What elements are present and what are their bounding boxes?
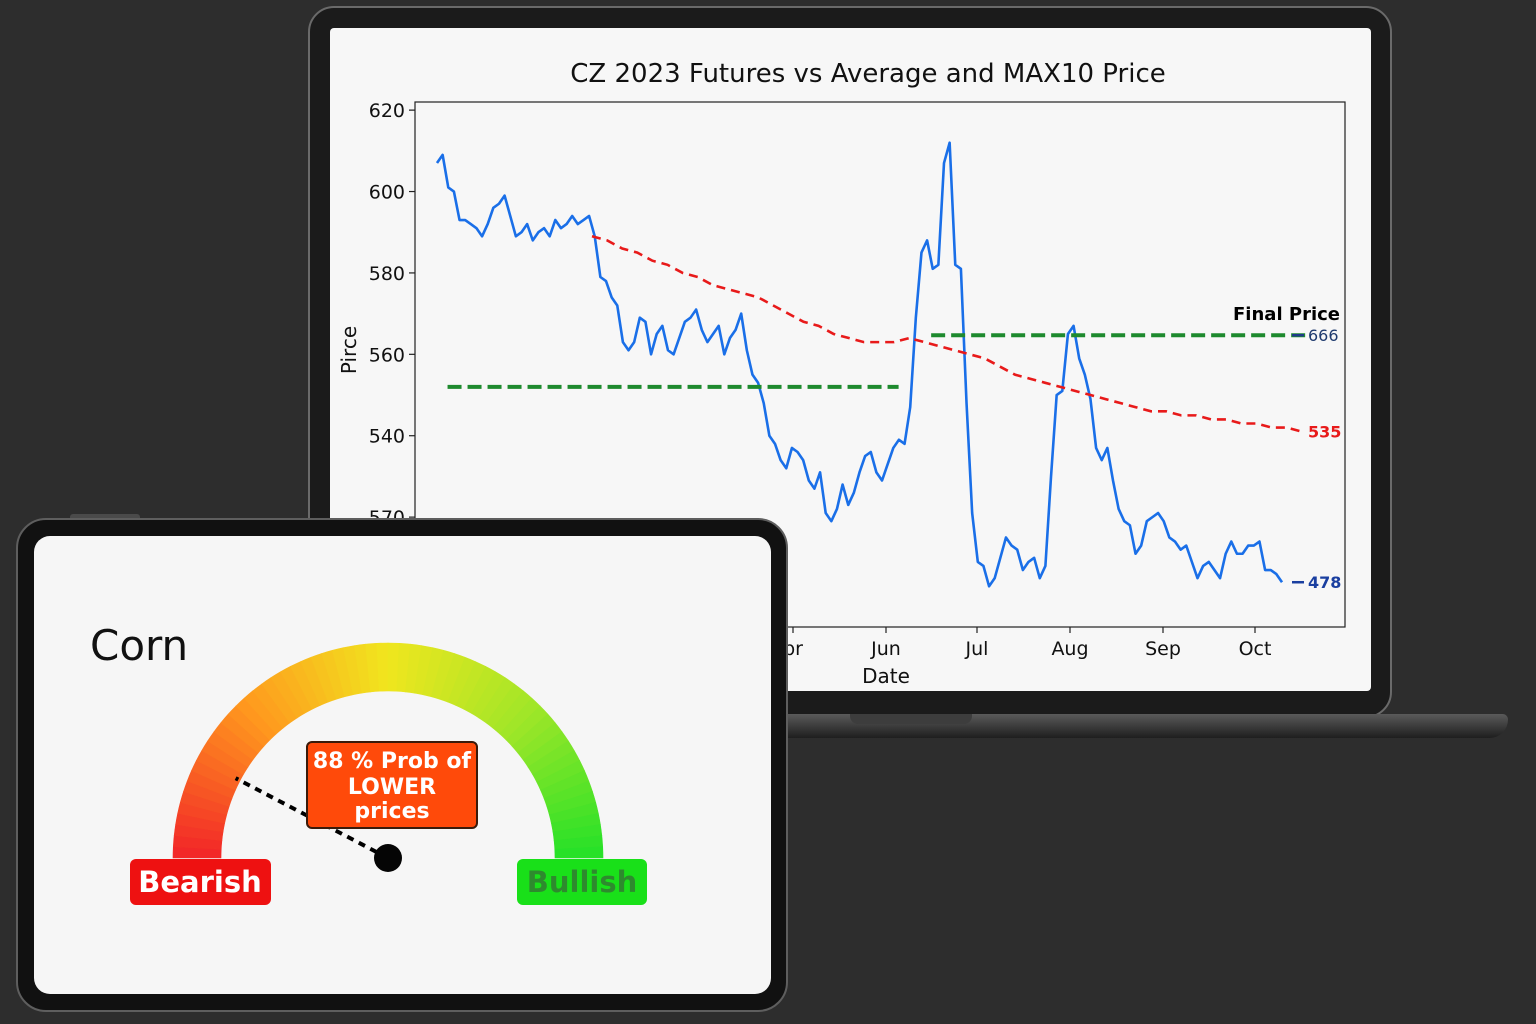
gauge-arc-segment bbox=[554, 846, 604, 859]
x-tick-label: Aug bbox=[1051, 638, 1088, 660]
gauge-title: Corn bbox=[90, 621, 188, 670]
plot-area bbox=[414, 101, 1346, 628]
bullish-badge bbox=[517, 859, 647, 905]
futures-price-line bbox=[435, 141, 1284, 588]
max10-end-label: 666 bbox=[1308, 326, 1339, 345]
y-tick-label: 560 bbox=[369, 344, 405, 366]
y-tick-label: 620 bbox=[369, 100, 405, 122]
bearish-label: Bearish bbox=[138, 865, 262, 899]
final-price-annotation: Final Price bbox=[1233, 304, 1340, 325]
prob-callout-line-3: prices bbox=[354, 799, 429, 824]
chart-title: CZ 2023 Futures vs Average and MAX10 Pri… bbox=[570, 59, 1166, 89]
x-tick-label: Jun bbox=[870, 638, 901, 660]
futures-end-label: 478 bbox=[1308, 573, 1341, 592]
tablet-screen: Corn 88 % Prob of LOWER prices Bearish B… bbox=[34, 536, 771, 994]
gauge-needle-hub bbox=[374, 844, 402, 872]
prob-callout-box bbox=[306, 741, 478, 829]
y-tick-label: 600 bbox=[369, 182, 405, 204]
average-end-label: 535 bbox=[1308, 423, 1341, 442]
sentiment-gauge: Corn 88 % Prob of LOWER prices Bearish B… bbox=[90, 621, 647, 905]
y-axis-label: Pirce bbox=[337, 326, 361, 374]
x-axis-label: Date bbox=[862, 664, 910, 688]
x-tick-label: Sep bbox=[1145, 638, 1181, 660]
tablet-button bbox=[70, 514, 140, 520]
x-tick-label: Oct bbox=[1239, 638, 1272, 660]
bearish-badge bbox=[130, 859, 271, 905]
laptop-notch bbox=[850, 714, 972, 724]
y-tick-label: 540 bbox=[369, 426, 405, 448]
laptop-base bbox=[690, 714, 1508, 738]
x-tick-label: Jul bbox=[965, 638, 989, 660]
average-price-line bbox=[591, 235, 1303, 433]
bullish-label: Bullish bbox=[527, 865, 637, 899]
prob-callout-line-2: LOWER bbox=[348, 775, 436, 800]
prob-callout-line-1: 88 % Prob of bbox=[313, 749, 472, 774]
gauge-needle bbox=[234, 776, 389, 860]
y-tick-label: 580 bbox=[369, 263, 405, 285]
x-tick-label: pr bbox=[783, 638, 803, 660]
price-chart: CZ 2023 Futures vs Average and MAX10 Pri… bbox=[337, 59, 1346, 688]
